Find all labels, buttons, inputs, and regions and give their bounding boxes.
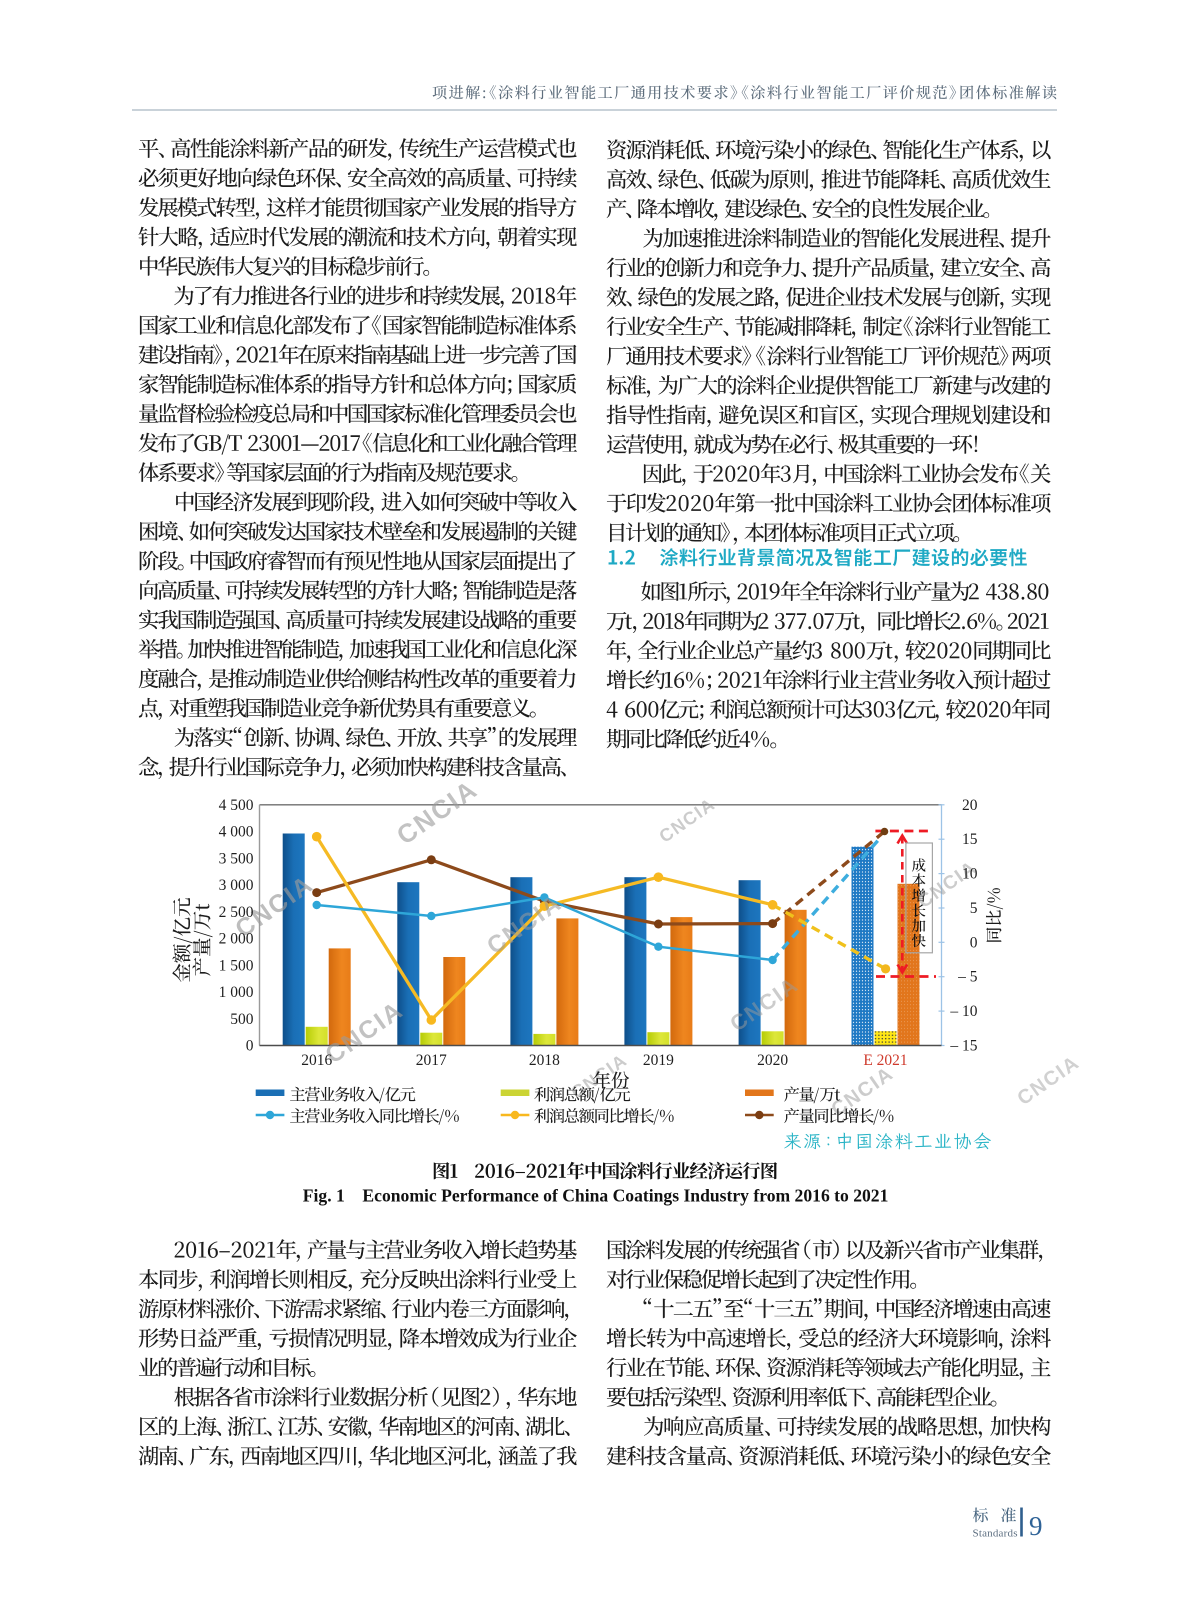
svg-text:4 000: 4 000 (219, 824, 254, 841)
svg-text:1 000: 1 000 (219, 984, 254, 1001)
svg-text:2 500: 2 500 (219, 904, 254, 921)
svg-text:500: 500 (230, 1011, 254, 1028)
svg-text:Standards: Standards (973, 1528, 1018, 1540)
svg-text:15: 15 (962, 831, 978, 848)
svg-text:4 500: 4 500 (219, 797, 254, 814)
svg-text:3 500: 3 500 (219, 850, 254, 867)
svg-text:1 500: 1 500 (219, 957, 254, 974)
svg-text:0: 0 (970, 934, 978, 951)
svg-text:– 15: – 15 (949, 1038, 977, 1055)
svg-text:2019: 2019 (643, 1052, 674, 1069)
svg-text:3 000: 3 000 (219, 877, 254, 894)
svg-text:5: 5 (970, 900, 978, 917)
svg-text:0: 0 (246, 1038, 254, 1055)
svg-text:2016: 2016 (301, 1052, 332, 1069)
svg-text:– 5: – 5 (957, 969, 978, 986)
svg-text:20: 20 (962, 797, 978, 814)
svg-text:Fig. 1 Economic Performance of: Fig. 1 Economic Performance of China Coa… (303, 1186, 889, 1206)
svg-text:– 10: – 10 (949, 1003, 977, 1020)
svg-text:9: 9 (1029, 1511, 1043, 1541)
svg-text:2017: 2017 (416, 1052, 447, 1069)
svg-text:2 000: 2 000 (219, 931, 254, 948)
svg-text:2018: 2018 (529, 1052, 560, 1069)
svg-text:10: 10 (962, 866, 978, 883)
svg-text:2020: 2020 (757, 1052, 788, 1069)
svg-text:E 2021: E 2021 (863, 1052, 907, 1069)
